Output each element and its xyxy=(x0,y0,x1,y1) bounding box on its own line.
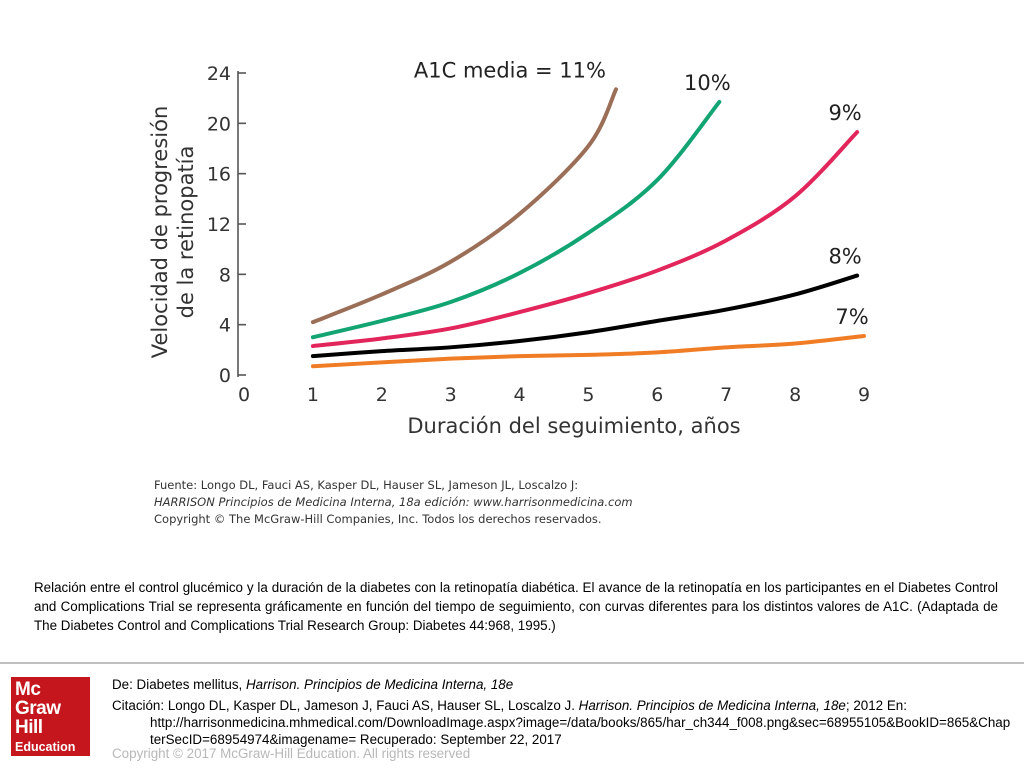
x-tick-label: 7 xyxy=(720,384,732,406)
reference-from-prefix: De: Diabetes mellitus, xyxy=(112,677,246,692)
x-tick-label: 9 xyxy=(858,384,870,406)
series-label-5: 7% xyxy=(835,305,868,329)
reference-from: De: Diabetes mellitus, Harrison. Princip… xyxy=(112,676,513,693)
series-line-2 xyxy=(310,99,722,340)
y-tick-label: 4 xyxy=(219,315,231,337)
figure-source: Fuente: Longo DL, Fauci AS, Kasper DL, H… xyxy=(154,477,854,528)
logo-line-2: Graw xyxy=(15,698,61,719)
series-label-3: 9% xyxy=(828,101,861,125)
citation-suffix: ; 2012 En: xyxy=(845,698,907,713)
series-line-4 xyxy=(310,273,860,359)
series-line-3 xyxy=(310,130,860,349)
logo-line-3: Hill xyxy=(15,717,43,738)
source-line-3: Copyright © The McGraw-Hill Companies, I… xyxy=(154,512,602,526)
x-tick-label: 1 xyxy=(307,384,319,406)
citation-book: Harrison. Principios de Medicina Interna… xyxy=(578,698,846,713)
y-tick-label: 12 xyxy=(207,214,231,236)
x-tick-label: 6 xyxy=(651,384,663,406)
y-axis-label-line-1: Velocidad de progresión xyxy=(148,106,172,359)
y-tick-label: 8 xyxy=(219,264,231,286)
chart-figure: 0 4 8 12 16 20 24 0 1 2 3 4 5 6 7 8 9 Duración del seguim… xyxy=(140,55,870,528)
y-tick-label: 24 xyxy=(207,63,231,85)
reference-from-book: Harrison. Principios de Medicina Interna… xyxy=(245,677,514,692)
mcgraw-hill-logo: Mc Graw Hill Education xyxy=(11,677,90,756)
footer-divider xyxy=(0,662,1024,664)
y-tick-label: 20 xyxy=(207,113,231,135)
figure-caption: Relación entre el control glucémico y la… xyxy=(34,580,998,633)
y-axis-label-line-2: de la retinopatía xyxy=(174,146,198,319)
x-tick-label: 2 xyxy=(376,384,388,406)
x-tick-label: 8 xyxy=(789,384,801,406)
x-tick-label: 3 xyxy=(445,384,457,406)
citation-prefix: Citación: Longo DL, Kasper DL, Jameson J… xyxy=(112,698,579,713)
series-label-1: A1C media = 11% xyxy=(414,58,606,82)
copyright-notice: Copyright © 2017 McGraw-Hill Education. … xyxy=(112,746,471,761)
x-tick-label: 0 xyxy=(238,384,250,406)
source-line-1: Fuente: Longo DL, Fauci AS, Kasper DL, H… xyxy=(154,478,579,492)
y-tick-label: 16 xyxy=(207,164,231,186)
y-tick-label: 0 xyxy=(219,365,231,387)
x-axis-label: Duración del seguimiento, años xyxy=(407,414,740,438)
source-line-2: HARRISON Principios de Medicina Interna,… xyxy=(154,495,633,509)
logo-line-1: Mc xyxy=(15,679,41,700)
reference-citation: Citación: Longo DL, Kasper DL, Jameson J… xyxy=(112,697,1012,748)
series-line-5 xyxy=(310,333,866,369)
series-label-4: 8% xyxy=(828,245,861,269)
x-tick-label: 4 xyxy=(514,384,526,406)
series-line-1 xyxy=(310,87,618,325)
series-label-2: 10% xyxy=(684,71,731,95)
logo-line-4: Education xyxy=(15,740,76,754)
citation-url[interactable]: http://harrisonmedicina.mhmedical.com/Do… xyxy=(150,715,1011,747)
x-tick-label: 5 xyxy=(582,384,594,406)
